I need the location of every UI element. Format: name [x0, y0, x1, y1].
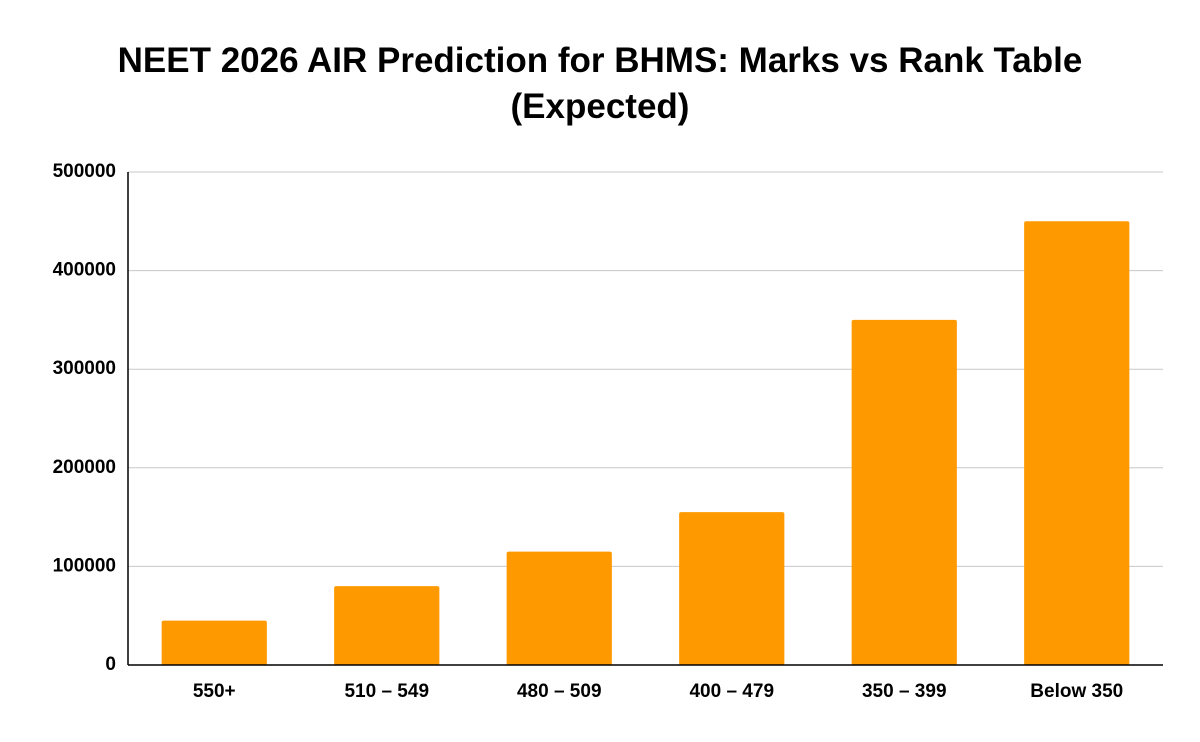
x-tick-label: 550+: [193, 681, 236, 702]
y-tick-label: 400000: [53, 260, 116, 281]
y-tick-label: 100000: [53, 555, 116, 576]
bar: [1024, 221, 1130, 666]
x-tick-label: 400 – 479: [689, 681, 774, 702]
y-tick-label: 0: [105, 654, 116, 675]
x-tick-label: 350 – 399: [862, 681, 947, 702]
x-tick-label: Below 350: [1030, 681, 1123, 702]
y-tick-label: 300000: [53, 358, 116, 379]
bar: [679, 512, 785, 665]
y-tick-label: 500000: [53, 161, 116, 182]
bar: [334, 586, 440, 665]
bar: [506, 551, 612, 665]
bar: [161, 620, 267, 665]
y-tick-label: 200000: [53, 457, 116, 478]
x-tick-label: 510 – 549: [344, 681, 429, 702]
bar: [851, 319, 957, 665]
chart-title: NEET 2026 AIR Prediction for BHMS: Marks…: [117, 41, 1083, 126]
x-tick-label: 480 – 509: [517, 681, 602, 702]
